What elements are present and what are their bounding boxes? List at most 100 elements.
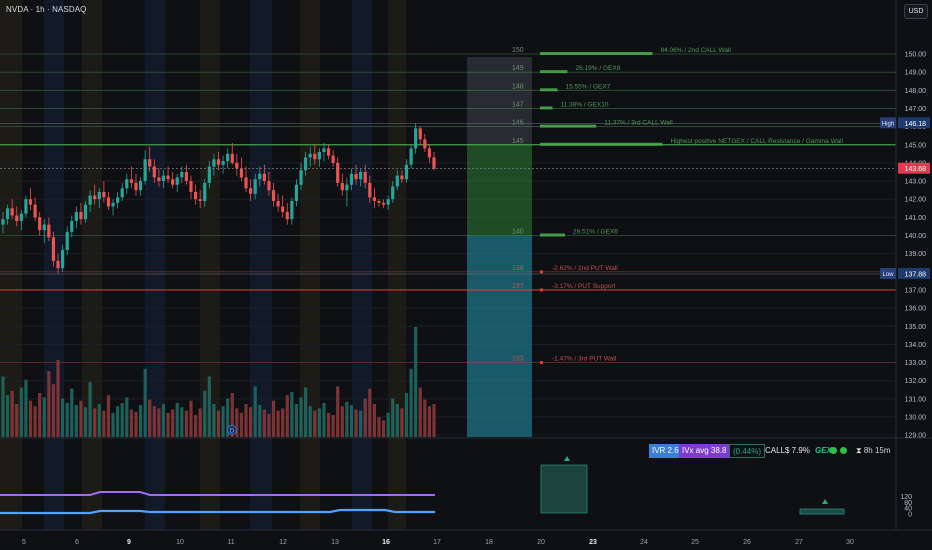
volume-bar <box>5 395 10 437</box>
volume-bar <box>400 408 404 437</box>
change-badge: (0.44%) <box>729 444 766 458</box>
oscillator-box-small <box>799 508 845 515</box>
session-band <box>145 0 165 530</box>
candle-body <box>193 191 198 200</box>
session-band <box>0 0 22 530</box>
session-band <box>388 0 406 530</box>
volume-bar <box>308 406 312 437</box>
volume-bar <box>336 386 340 437</box>
candle-body <box>207 166 211 183</box>
volume-bar <box>414 327 418 437</box>
volume-bar <box>166 412 170 437</box>
price-tick-label: 136.00 <box>905 306 927 313</box>
status-dot-icon <box>830 447 837 454</box>
gex-level-label: -2.62% / 2nd PUT Wall <box>552 265 618 272</box>
price-tick-label: 133.00 <box>905 360 927 367</box>
volume-bar <box>423 399 427 437</box>
volume-bar <box>125 397 129 437</box>
price-tick-label: 137.00 <box>905 287 927 294</box>
candle-body <box>304 157 308 171</box>
candle-body <box>372 197 376 202</box>
candle-body <box>294 184 299 202</box>
volume-bar <box>340 406 344 437</box>
candle-body <box>427 148 432 158</box>
volume-bar <box>198 408 202 437</box>
gex-strike-label: 149 <box>512 65 524 72</box>
gex-level-label: 28.51% / GEX6 <box>573 229 618 236</box>
candle-body <box>61 250 65 269</box>
volume-bar <box>326 412 331 437</box>
volume-bar <box>290 391 294 437</box>
price-tick-label: 141.00 <box>905 215 927 222</box>
volume-bar <box>409 368 413 437</box>
low-marker-badge <box>880 267 896 279</box>
time-tick-label: 11 <box>227 539 234 546</box>
volume-bar <box>180 407 184 437</box>
volume-bar <box>299 397 303 437</box>
time-tick-label: 30 <box>846 539 854 546</box>
volume-bar <box>106 395 111 437</box>
currency-button[interactable]: USD <box>904 4 928 19</box>
oscillator-line-blue <box>0 508 435 515</box>
volume-bar <box>271 400 276 437</box>
gex-bar <box>540 70 568 74</box>
volume-bar <box>377 417 381 437</box>
gex-strike-label: 140 <box>512 229 524 236</box>
candle-body <box>180 171 184 178</box>
price-tick-label: 134.00 <box>905 342 927 349</box>
low-price-value: 137.88 <box>905 271 927 278</box>
gex-strike-label: 138 <box>512 265 524 272</box>
high-marker-label: High <box>882 121 894 127</box>
price-tick-label: 132.00 <box>905 378 927 385</box>
volume-bar <box>322 402 326 437</box>
oscillator-tick-label: 40 <box>904 506 912 513</box>
volume-bar <box>381 420 386 437</box>
candle-body <box>111 202 115 207</box>
volume-bar <box>235 408 239 437</box>
range-box-upper <box>467 57 532 145</box>
candle-body <box>336 162 340 183</box>
gex-bar <box>540 52 653 55</box>
candle-body <box>262 173 266 182</box>
volume-bar <box>239 412 244 437</box>
candle-body <box>171 179 175 185</box>
time-tick-label: 26 <box>743 539 751 546</box>
candle-body <box>349 173 354 185</box>
candle-body <box>203 182 207 202</box>
ivx-badge: IVx avg 38.8 <box>679 444 730 458</box>
volume-bar <box>175 402 179 437</box>
gex-bar <box>540 288 543 292</box>
volume-bar <box>244 404 248 437</box>
candle-body <box>290 201 294 220</box>
volume-bar <box>281 408 285 437</box>
volume-bar <box>120 402 124 437</box>
candle-body <box>400 175 404 180</box>
candle-body <box>79 211 83 220</box>
price-tick-label: 139.00 <box>905 251 927 258</box>
candle-body <box>340 182 344 191</box>
candle-body <box>221 161 225 165</box>
volume-bar <box>70 388 74 437</box>
range-box-green <box>467 144 532 236</box>
time-tick-label: 6 <box>75 539 79 546</box>
candle-body <box>56 260 60 269</box>
volume-bar <box>404 393 409 437</box>
gex-level-label: -1.47% / 3rd PUT Wall <box>552 356 617 363</box>
gex-level-label: -3.17% / PUT Support <box>552 283 616 290</box>
time-tick-label: 18 <box>485 539 493 546</box>
gex-strike-label: 148 <box>512 83 524 90</box>
session-band <box>44 0 64 530</box>
volume-bar <box>138 405 143 437</box>
candle-body <box>354 173 358 180</box>
session-band <box>352 0 372 530</box>
time-tick-label: 24 <box>640 539 648 546</box>
volume-bar <box>171 409 175 437</box>
volume-bar <box>363 398 367 437</box>
candle-body <box>19 213 23 221</box>
price-tick-label: 145.00 <box>905 142 927 149</box>
volume-bar <box>248 407 253 437</box>
candle-body <box>134 182 138 191</box>
candle-body <box>414 128 418 149</box>
volume-bar <box>262 409 266 437</box>
